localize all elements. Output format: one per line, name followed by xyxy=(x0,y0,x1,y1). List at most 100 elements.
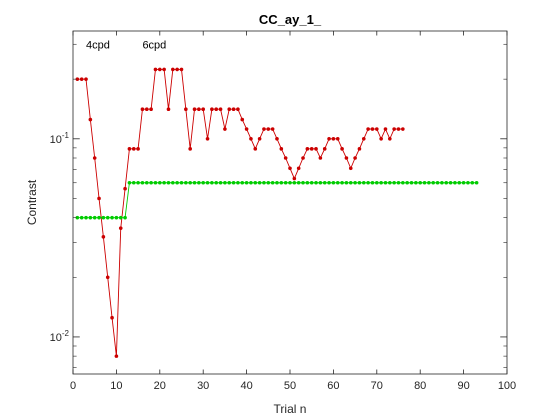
y-axis-label: Contrast xyxy=(25,179,39,225)
series-2-point xyxy=(110,215,114,220)
series-1-point xyxy=(401,127,405,131)
chart-title: CC_ay_1_ xyxy=(259,12,322,27)
series-2-point xyxy=(262,180,266,185)
series-1-point xyxy=(175,67,179,72)
x-tick-label: 50 xyxy=(284,380,296,392)
x-tick-label: 30 xyxy=(197,380,209,392)
series-2-point xyxy=(388,180,392,185)
series-2-point xyxy=(214,180,219,185)
series-2-point xyxy=(192,180,197,185)
series-1-point xyxy=(244,127,249,131)
series-2-point xyxy=(227,180,232,185)
series-2-point xyxy=(422,180,427,185)
series-2-point xyxy=(175,180,179,185)
series-1-point xyxy=(84,77,88,81)
series-1-point xyxy=(123,186,127,191)
series-1-point xyxy=(197,107,201,112)
series-1-point xyxy=(158,67,162,72)
series-1-point xyxy=(75,77,80,81)
series-2-point xyxy=(105,215,110,220)
series-1-point xyxy=(344,156,349,160)
series-1-point xyxy=(296,166,301,171)
series-2-point xyxy=(79,215,84,220)
series-2-point xyxy=(314,180,318,185)
series-2-point xyxy=(353,180,357,185)
series-1-point xyxy=(292,176,297,181)
series-2-point xyxy=(392,180,396,185)
series-1-point xyxy=(279,147,284,151)
series-2-point xyxy=(348,180,353,185)
series-1-point xyxy=(79,77,84,81)
series-1-point xyxy=(305,147,310,151)
series-2-point xyxy=(275,180,279,185)
series-1-point xyxy=(257,137,262,141)
series-2-point xyxy=(114,215,119,220)
series-1-point xyxy=(283,156,288,160)
series-1-point xyxy=(236,107,240,112)
series-1-point xyxy=(218,107,223,112)
series-2-point xyxy=(466,180,470,185)
series-2-point xyxy=(318,180,323,185)
series-1-point xyxy=(144,107,149,112)
series-2-point xyxy=(223,180,227,185)
series-2-point xyxy=(296,180,301,185)
x-tick-label: 60 xyxy=(327,380,339,392)
series-1-point xyxy=(392,127,396,131)
series-2-point xyxy=(131,180,136,185)
series-2-point xyxy=(383,180,388,185)
series-2-point xyxy=(171,180,175,185)
series-1-point xyxy=(301,156,305,160)
series-1-point xyxy=(379,137,383,141)
annotation-label: 4cpd xyxy=(86,39,110,51)
x-tick-label: 70 xyxy=(371,380,383,392)
series-1-point xyxy=(383,127,388,131)
series-1-point xyxy=(153,67,158,72)
series-2-point xyxy=(301,180,305,185)
series-2-point xyxy=(435,180,440,185)
series-1-point xyxy=(240,117,245,122)
x-tick-label: 10 xyxy=(110,380,122,392)
series-1-point xyxy=(396,127,401,131)
series-1-point xyxy=(166,107,171,112)
series-2-point xyxy=(396,180,401,185)
series-1-point xyxy=(314,147,318,151)
series-1-point xyxy=(266,127,271,131)
y-tick-label: 10-2 xyxy=(50,329,70,344)
series-2-point xyxy=(288,180,292,185)
series-2-point xyxy=(331,180,336,185)
series-2-point xyxy=(231,180,236,185)
series-2-point xyxy=(414,180,418,185)
series-2-point xyxy=(448,180,453,185)
series-1-point xyxy=(188,147,192,151)
series-1-point xyxy=(184,107,188,112)
x-tick-label: 100 xyxy=(498,380,516,392)
series-2-point xyxy=(470,180,475,185)
series-2-point xyxy=(327,180,331,185)
series-2-point xyxy=(279,180,284,185)
series-1-point xyxy=(179,67,184,72)
series-1-point xyxy=(270,127,275,131)
series-1-point xyxy=(227,107,232,112)
series-2-point xyxy=(249,180,253,185)
series-2-point xyxy=(418,180,423,185)
series-2-point xyxy=(292,180,297,185)
series-2-point xyxy=(322,180,327,185)
series-1-point xyxy=(97,196,101,201)
series-2-point xyxy=(218,180,223,185)
series-2-point xyxy=(205,180,210,185)
series-1-point xyxy=(118,226,123,230)
series-2-point xyxy=(474,180,479,185)
series-2-point xyxy=(140,180,145,185)
series-2-point xyxy=(240,180,245,185)
series-2-point xyxy=(236,180,240,185)
series-1-point xyxy=(335,137,340,141)
x-axis-label: Trial n xyxy=(274,402,307,416)
series-2-point xyxy=(283,180,288,185)
series-1-point xyxy=(105,275,110,280)
series-1-point xyxy=(309,147,314,151)
x-tick-label: 40 xyxy=(240,380,252,392)
series-1-point xyxy=(357,147,362,151)
series-2-point xyxy=(166,180,171,185)
series-1-point xyxy=(149,107,153,112)
series-2-point xyxy=(366,180,370,185)
